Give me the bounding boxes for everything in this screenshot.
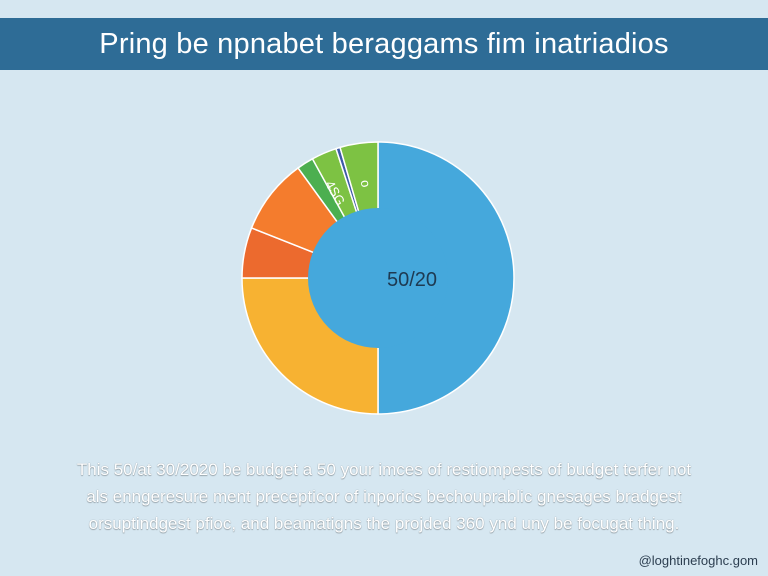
- chart-caption: This 50/at 30/2020 be budget a 50 your i…: [60, 456, 708, 537]
- title-bar: Pring be npnabet beraggams fim inatriadi…: [0, 18, 768, 70]
- pie-center-label: 50/20: [387, 269, 437, 291]
- caption-line-2: als enngeresure ment precepticor of inpo…: [86, 487, 682, 506]
- page-title: Pring be npnabet beraggams fim inatriadi…: [99, 27, 669, 60]
- watermark: @loghtinefoghc.gom: [638, 553, 758, 568]
- pie-slice-label-2: o: [358, 179, 374, 189]
- pie-inner-disc: [308, 208, 448, 348]
- caption-line-1: This 50/at 30/2020 be budget a 50 your i…: [76, 460, 692, 479]
- caption-line-3: orsuptindgest pfioc, and beamatigns the …: [88, 514, 680, 533]
